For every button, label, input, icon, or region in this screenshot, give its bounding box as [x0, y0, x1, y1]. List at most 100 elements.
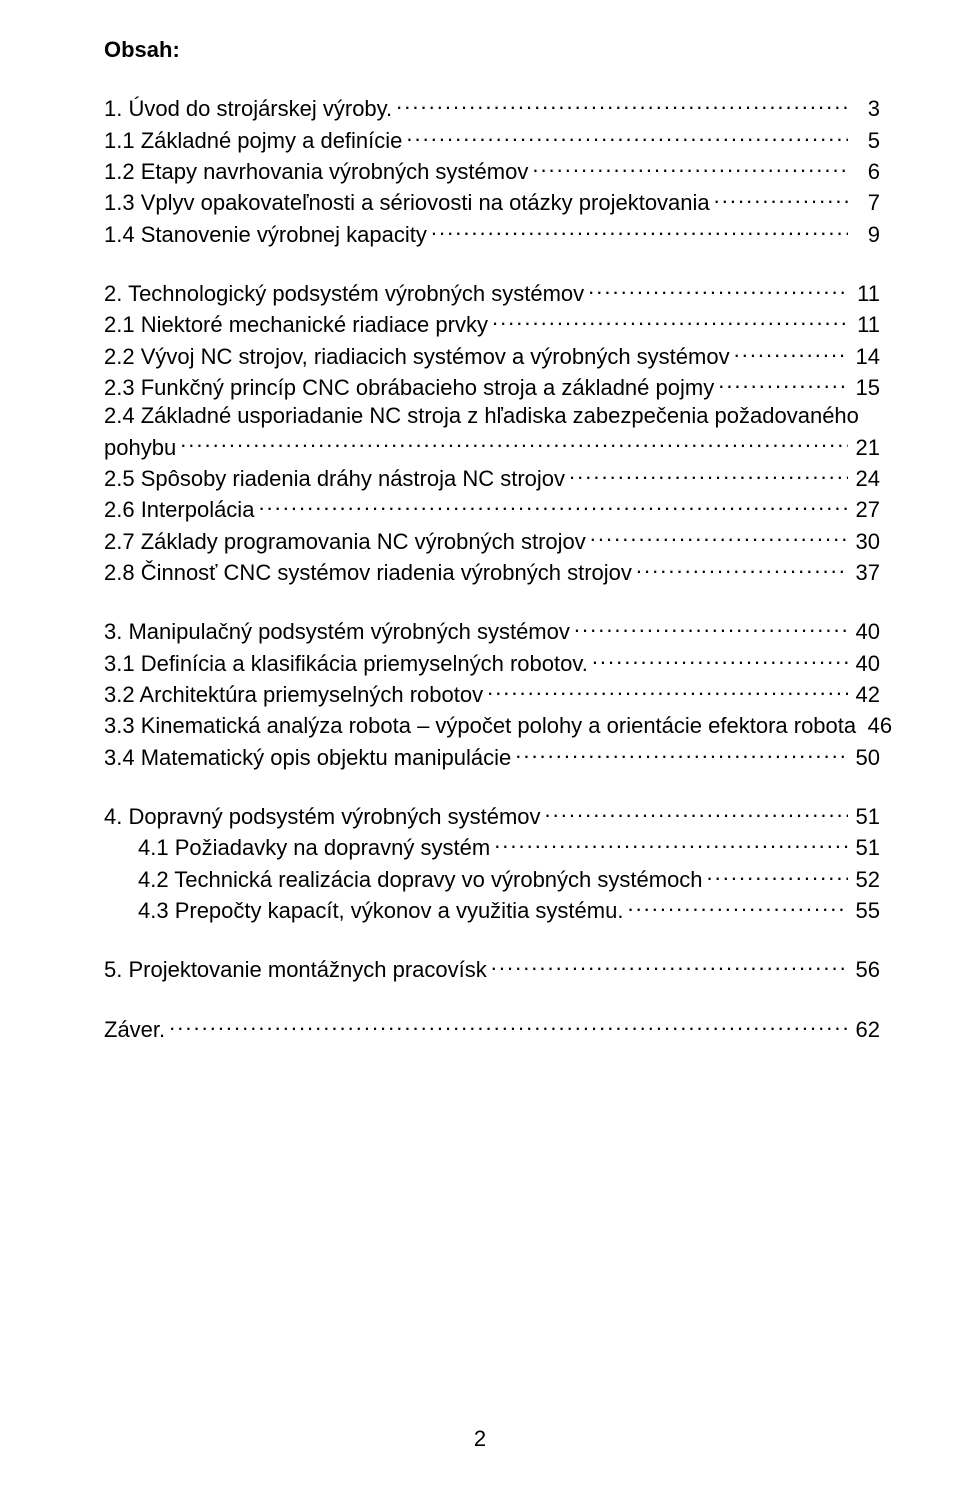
toc-leader — [627, 894, 848, 918]
toc-entry-page: 51 — [852, 803, 880, 831]
toc-entry-page: 24 — [852, 465, 880, 493]
toc-entry-label: 2.6 Interpolácia — [104, 496, 254, 524]
toc-leader — [545, 800, 848, 824]
toc-entry-page: 42 — [852, 681, 880, 709]
toc-entry: 4. Dopravný podsystém výrobných systémov… — [104, 800, 880, 831]
toc-entry-page: 7 — [852, 189, 880, 217]
toc-entry-page: 46 — [864, 712, 892, 740]
toc-leader — [492, 308, 848, 332]
toc-entry: 1.1 Základné pojmy a definície 5 — [104, 124, 880, 155]
toc-group: 4. Dopravný podsystém výrobných systémov… — [104, 800, 880, 925]
toc-entry-page: 56 — [852, 956, 880, 984]
toc-entry-page: 6 — [852, 158, 880, 186]
toc-entry: 2.7 Základy programovania NC výrobných s… — [104, 524, 880, 555]
toc-entry: 3.3 Kinematická analýza robota – výpočet… — [104, 709, 880, 740]
toc-entry: 2.5 Spôsoby riadenia dráhy nástroja NC s… — [104, 462, 880, 493]
toc-entry: 2.8 Činnosť CNC systémov riadenia výrobn… — [104, 556, 880, 587]
toc-title: Obsah: — [104, 36, 880, 64]
toc-entry-label: 3.1 Definícia a klasifikácia priemyselný… — [104, 650, 588, 678]
toc-entry-label: 1.2 Etapy navrhovania výrobných systémov — [104, 158, 528, 186]
toc-entry-label: 1.1 Základné pojmy a definície — [104, 127, 402, 155]
toc-leader — [180, 430, 848, 454]
toc-entry-page: 40 — [852, 618, 880, 646]
toc-entry-label: 2.4 Základné usporiadanie NC stroja z hľ… — [104, 402, 859, 430]
toc-entry: 5. Projektovanie montážnych pracovísk 56 — [104, 953, 880, 984]
toc-group: Záver.62 — [104, 1013, 880, 1044]
toc-leader — [734, 340, 848, 364]
toc-leader — [569, 462, 848, 486]
toc-leader — [494, 831, 848, 855]
toc-entry-label: 4.3 Prepočty kapacít, výkonov a využitia… — [138, 897, 623, 925]
toc-entry-page: 11 — [852, 280, 880, 308]
toc-entry-label: 3.2 Architektúra priemyselných robotov — [104, 681, 483, 709]
toc-leader — [636, 556, 848, 580]
toc-entry-page: 14 — [852, 343, 880, 371]
toc-entry: 4.2 Technická realizácia dopravy vo výro… — [104, 863, 880, 894]
toc-leader — [487, 678, 848, 702]
toc-leader — [169, 1013, 848, 1037]
toc-entry: 2.6 Interpolácia 27 — [104, 493, 880, 524]
toc-group: 3. Manipulačný podsystém výrobných systé… — [104, 615, 880, 772]
toc-entry-label: 3. Manipulačný podsystém výrobných systé… — [104, 618, 570, 646]
toc-entry-page: 11 — [852, 311, 880, 339]
toc-leader — [491, 953, 848, 977]
toc-leader — [590, 524, 848, 548]
toc-entry-label: 4.1 Požiadavky na dopravný systém — [138, 834, 490, 862]
toc-entry-label: 2.5 Spôsoby riadenia dráhy nástroja NC s… — [104, 465, 565, 493]
toc-entry: 1.4 Stanovenie výrobnej kapacity9 — [104, 218, 880, 249]
toc-entry-label: 2.7 Základy programovania NC výrobných s… — [104, 528, 586, 556]
toc-entry-label: 1. Úvod do strojárskej výroby. — [104, 95, 392, 123]
toc-entry-page: 9 — [852, 221, 880, 249]
toc-group: 1. Úvod do strojárskej výroby.31.1 Zákla… — [104, 92, 880, 249]
toc-entry-label: pohybu — [104, 434, 176, 462]
toc-entry-label: 2. Technologický podsystém výrobných sys… — [104, 280, 584, 308]
toc-entry-label: 4.2 Technická realizácia dopravy vo výro… — [138, 866, 703, 894]
toc-leader — [574, 615, 848, 639]
page-number: 2 — [0, 1425, 960, 1453]
toc-leader — [714, 186, 848, 210]
toc-entry: 3.2 Architektúra priemyselných robotov 42 — [104, 678, 880, 709]
toc-entry-page: 15 — [852, 374, 880, 402]
toc-entry-page: 62 — [852, 1016, 880, 1044]
toc-entry-label: 5. Projektovanie montážnych pracovísk — [104, 956, 487, 984]
toc-entry-page: 37 — [852, 559, 880, 587]
toc-entry: 2.3 Funkčný princíp CNC obrábacieho stro… — [104, 371, 880, 402]
toc-entry-page: 30 — [852, 528, 880, 556]
toc-entry-label: 2.8 Činnosť CNC systémov riadenia výrobn… — [104, 559, 632, 587]
toc-leader — [707, 863, 848, 887]
toc-entry-page: 21 — [852, 434, 880, 462]
toc-entry-label: 2.3 Funkčný princíp CNC obrábacieho stro… — [104, 374, 714, 402]
toc-leader — [588, 277, 848, 301]
toc-entry: 4.3 Prepočty kapacít, výkonov a využitia… — [104, 894, 880, 925]
toc-container: 1. Úvod do strojárskej výroby.31.1 Zákla… — [104, 92, 880, 1044]
document-page: Obsah: 1. Úvod do strojárskej výroby.31.… — [0, 0, 960, 1509]
toc-entry: 1. Úvod do strojárskej výroby. 3 — [104, 92, 880, 123]
toc-leader — [515, 741, 848, 765]
toc-entry: 2.1 Niektoré mechanické riadiace prvky 11 — [104, 308, 880, 339]
toc-group: 2. Technologický podsystém výrobných sys… — [104, 277, 880, 587]
toc-entry-page: 5 — [852, 127, 880, 155]
toc-entry-page: 50 — [852, 744, 880, 772]
toc-entry: 2. Technologický podsystém výrobných sys… — [104, 277, 880, 308]
toc-entry-label: 4. Dopravný podsystém výrobných systémov — [104, 803, 541, 831]
toc-entry: 3. Manipulačný podsystém výrobných systé… — [104, 615, 880, 646]
toc-entry-page: 27 — [852, 496, 880, 524]
toc-leader — [406, 124, 848, 148]
toc-entry-label: 2.2 Vývoj NC strojov, riadiacich systémo… — [104, 343, 730, 371]
toc-entry: 4.1 Požiadavky na dopravný systém51 — [104, 831, 880, 862]
toc-entry-label: 2.1 Niektoré mechanické riadiace prvky — [104, 311, 488, 339]
toc-entry-page: 3 — [852, 95, 880, 123]
toc-leader — [592, 646, 848, 670]
toc-leader — [258, 493, 848, 517]
toc-leader — [431, 218, 848, 242]
toc-leader — [718, 371, 848, 395]
toc-entry: 1.3 Vplyv opakovateľnosti a sériovosti n… — [104, 186, 880, 217]
toc-entry: 3.4 Matematický opis objektu manipulácie… — [104, 741, 880, 772]
toc-entry: 2.2 Vývoj NC strojov, riadiacich systémo… — [104, 340, 880, 371]
toc-group: 5. Projektovanie montážnych pracovísk 56 — [104, 953, 880, 984]
toc-leader — [532, 155, 848, 179]
toc-leader — [396, 92, 848, 116]
toc-entry-label: 3.3 Kinematická analýza robota – výpočet… — [104, 712, 856, 740]
toc-entry-label: 1.3 Vplyv opakovateľnosti a sériovosti n… — [104, 189, 710, 217]
toc-entry: 3.1 Definícia a klasifikácia priemyselný… — [104, 646, 880, 677]
